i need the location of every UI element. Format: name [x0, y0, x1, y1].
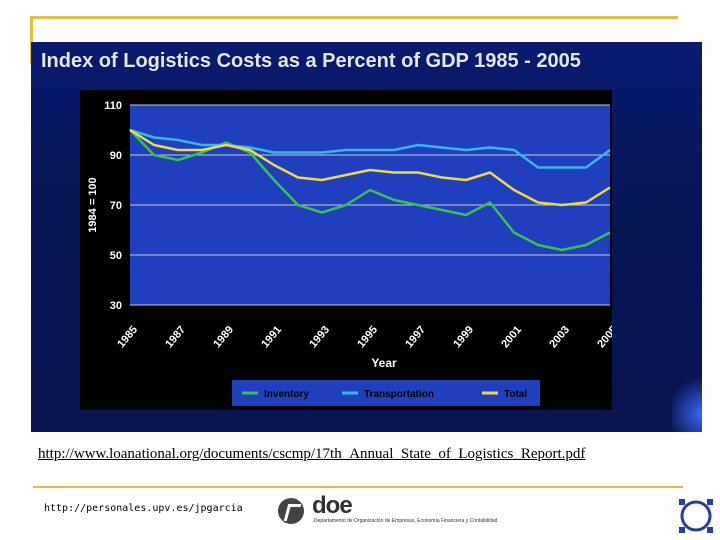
- y-tick-label: 70: [110, 200, 122, 212]
- logo-text: doe: [312, 492, 353, 519]
- y-tick-label: 110: [104, 100, 122, 112]
- line-chart: 110 90 70 50 30 1985 1987 1989 1991 1993 1995 1997 1…: [87, 100, 612, 406]
- logo-subtitle: Departamento de Organización de Empresas…: [314, 518, 498, 524]
- y-tick-label: 30: [110, 300, 122, 312]
- x-tick-label: 1985: [115, 324, 140, 350]
- legend-label: Inventory: [264, 389, 309, 400]
- y-axis-label: 1984 = 100: [87, 177, 99, 232]
- x-tick-label: 1987: [163, 324, 188, 350]
- x-tick-label: 1993: [307, 324, 332, 350]
- logo-icon: [278, 498, 304, 524]
- x-tick-label: 1997: [403, 324, 428, 350]
- x-tick-label: 2003: [547, 324, 572, 350]
- y-tick-label: 90: [110, 150, 122, 162]
- footer-url[interactable]: http://personales.upv.es/jpgarcia: [44, 503, 243, 514]
- corner-glow: [672, 372, 702, 432]
- series-line-transportation: [129, 128, 611, 169]
- accent-rule-top: [32, 16, 678, 19]
- slide-panel: Index of Logistics Costs as a Percent of…: [31, 42, 702, 432]
- series-line-total: [129, 128, 611, 207]
- slide-title: Index of Logistics Costs as a Percent of…: [41, 50, 581, 72]
- legend-label: Total: [504, 389, 527, 400]
- corner-ring-icon: [679, 499, 713, 533]
- x-tick-label: 1989: [211, 324, 236, 350]
- x-tick-label: 2005: [595, 324, 612, 350]
- legend-label: Transportation: [364, 389, 434, 400]
- y-tick-label: 50: [110, 250, 122, 262]
- x-tick-label: 1999: [451, 324, 476, 350]
- x-tick-label: 1991: [259, 324, 284, 350]
- x-tick-label: 1995: [355, 324, 380, 350]
- accent-rule-bottom: [33, 486, 683, 488]
- department-logo: doe Departamento de Organización de Empr…: [278, 492, 518, 528]
- source-link[interactable]: http://www.loanational.org/documents/csc…: [38, 446, 586, 462]
- x-axis-label: Year: [371, 356, 397, 370]
- accent-rule-left: [30, 16, 33, 64]
- x-tick-label: 2001: [499, 324, 524, 350]
